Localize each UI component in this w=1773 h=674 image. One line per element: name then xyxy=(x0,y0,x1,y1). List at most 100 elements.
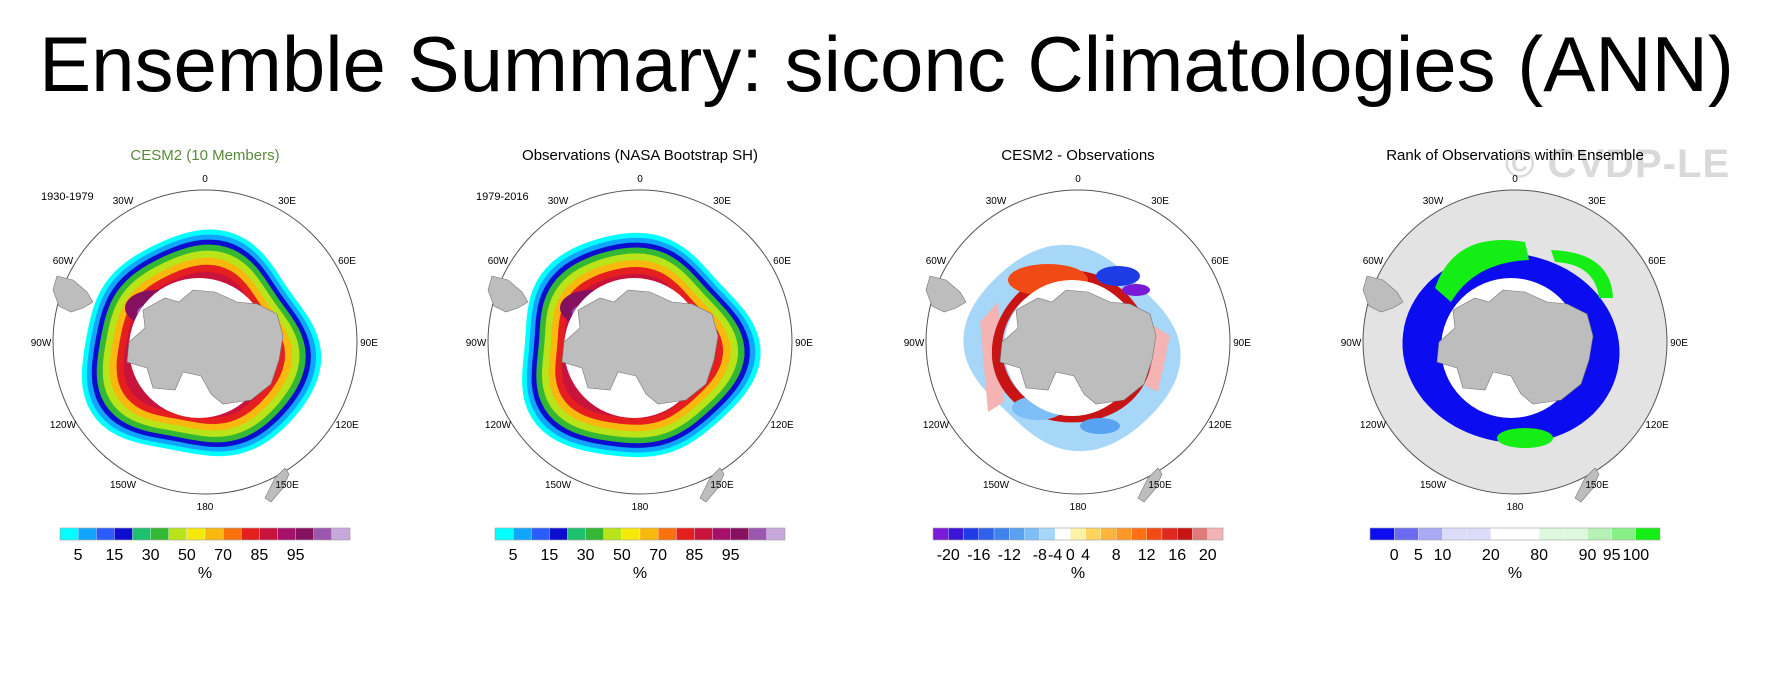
longitude-label: 30E xyxy=(1151,196,1169,207)
panel-title: CESM2 - Observations xyxy=(1001,147,1154,164)
colorbar-label: 20 xyxy=(1482,547,1500,564)
longitude-label: 150W xyxy=(1420,480,1447,491)
longitude-label: 150W xyxy=(983,480,1010,491)
longitude-label: 0 xyxy=(1075,174,1081,185)
longitude-label: 120W xyxy=(485,420,512,431)
colorbar-swatch xyxy=(77,527,97,541)
colorbar-label: 70 xyxy=(649,547,667,564)
colorbar-swatch xyxy=(1070,527,1086,541)
longitude-label: 120W xyxy=(923,420,950,431)
colorbar-swatch xyxy=(277,527,296,541)
colorbar-label: 50 xyxy=(178,547,196,564)
period-label: 1930-1979 xyxy=(41,191,94,203)
colorbar-swatch xyxy=(259,527,278,541)
colorbar-swatch xyxy=(132,527,151,541)
longitude-label: 150W xyxy=(545,480,572,491)
colorbar-label: 5 xyxy=(1414,547,1423,564)
colorbar-swatch xyxy=(186,527,206,541)
colorbar-label: 15 xyxy=(540,547,558,564)
longitude-label: 120E xyxy=(770,420,794,431)
longitude-label: 30W xyxy=(548,196,569,207)
colorbar-swatch xyxy=(1611,527,1636,541)
colorbar-swatch xyxy=(748,527,768,541)
colorbar-swatch xyxy=(531,527,550,541)
colorbar-label: 90 xyxy=(1579,547,1597,564)
panel-difference: CESM2 - Observations 0 30E 60E 90E 120E 150E 18… xyxy=(904,147,1252,582)
longitude-label: 180 xyxy=(1507,502,1524,513)
colorbar-swatch xyxy=(1146,527,1163,541)
longitude-label: 180 xyxy=(197,502,214,513)
colorbar-swatch xyxy=(1539,527,1564,541)
colorbar-frame xyxy=(932,527,1224,541)
south-america-landmass xyxy=(52,275,94,313)
colorbar-swatch xyxy=(603,527,623,541)
colorbar-label: 50 xyxy=(613,547,631,564)
longitude-label: 150W xyxy=(110,480,137,491)
longitude-label: 0 xyxy=(1512,174,1518,185)
longitude-label: 0 xyxy=(637,174,643,185)
colorbar-swatch xyxy=(1635,527,1661,541)
colorbar-swatch xyxy=(59,527,79,541)
new-zealand-landmass xyxy=(1137,467,1163,503)
watermark: © CVDP-LE xyxy=(1505,142,1731,186)
colorbar-unit: % xyxy=(633,565,647,582)
colorbar-label: -4 xyxy=(1048,547,1062,564)
colorbar-swatch xyxy=(730,527,749,541)
colorbar-label: 5 xyxy=(509,547,518,564)
colorbar-swatch xyxy=(1418,527,1443,541)
colorbar-label: 10 xyxy=(1434,547,1452,564)
colorbar-label: 95 xyxy=(722,547,740,564)
south-america-landmass xyxy=(487,275,529,313)
colorbar-swatch xyxy=(657,527,677,541)
longitude-label: 120W xyxy=(1360,420,1387,431)
colorbar-swatch xyxy=(1514,527,1540,541)
antarctica-landmass xyxy=(126,289,284,405)
new-zealand-landmass xyxy=(264,467,290,503)
colorbar-label: 85 xyxy=(685,547,703,564)
longitude-label: 120E xyxy=(335,420,359,431)
longitude-label: 0 xyxy=(202,174,208,185)
antarctica-landmass xyxy=(561,289,719,405)
longitude-label: 60E xyxy=(773,256,791,267)
colorbar-swatch xyxy=(1369,527,1395,541)
colorbar-label: 15 xyxy=(105,547,123,564)
colorbar-swatch xyxy=(1054,527,1071,541)
colorbar-unit: % xyxy=(198,565,212,582)
difference-negative-east xyxy=(1122,284,1150,296)
longitude-label: 60W xyxy=(53,256,74,267)
colorbar-swatch xyxy=(1100,527,1117,541)
panel-observations: Observations (NASA Bootstrap SH) 1979-201… xyxy=(466,147,814,582)
colorbar-swatch xyxy=(150,527,169,541)
panel-title: Rank of Observations within Ensemble xyxy=(1386,147,1644,164)
colorbar-unit: % xyxy=(1508,565,1522,582)
colorbar-frame xyxy=(59,527,351,541)
longitude-label: 90W xyxy=(1341,338,1362,349)
colorbar-label: 0 xyxy=(1066,547,1075,564)
colorbar-swatch xyxy=(993,527,1010,541)
colorbar-frame xyxy=(494,527,786,541)
difference-ross-east xyxy=(1080,418,1120,434)
colorbar-label: -8 xyxy=(1033,547,1047,564)
polar-map xyxy=(52,189,358,503)
colorbar-swatch xyxy=(1039,527,1056,541)
polar-map xyxy=(1362,189,1668,503)
longitude-label: 30W xyxy=(1423,196,1444,207)
colorbar-swatch xyxy=(585,527,604,541)
colorbar-label: 4 xyxy=(1081,547,1090,564)
colorbar-label: 5 xyxy=(74,547,83,564)
panel-cesm2: CESM2 (10 Members) 1930-1979 0 30E 60E 90E 120… xyxy=(31,147,379,582)
longitude-label: 150E xyxy=(275,480,299,491)
colorbar-swatch xyxy=(639,527,659,541)
antarctica-landmass xyxy=(1436,289,1594,405)
longitude-label: 180 xyxy=(1070,502,1087,513)
colorbar-swatch xyxy=(331,527,351,541)
longitude-label: 30W xyxy=(113,196,134,207)
longitude-label: 90W xyxy=(31,338,52,349)
polar-map xyxy=(487,189,793,503)
colorbar-swatch xyxy=(222,527,242,541)
colorbar-swatch xyxy=(114,527,133,541)
colorbar-swatch xyxy=(512,527,532,541)
new-zealand-landmass xyxy=(699,467,725,503)
colorbar-swatch xyxy=(1177,527,1193,541)
colorbar-label: 30 xyxy=(577,547,595,564)
